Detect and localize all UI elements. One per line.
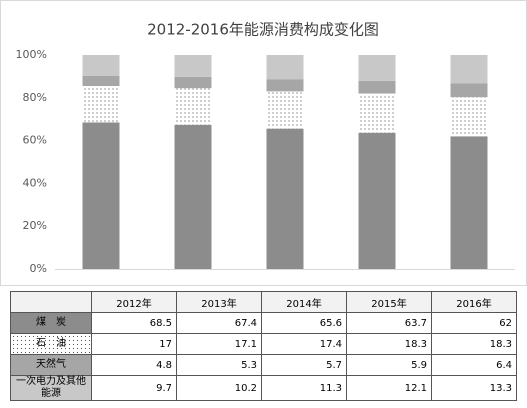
value-cell: 5.7 [261,354,347,376]
bar-segment [174,55,212,77]
value-cell: 6.4 [431,354,517,376]
bar-segment [174,124,212,269]
table-row: 天然气 4.8 5.3 5.7 5.9 6.4 [10,354,517,376]
legend-label: 煤 炭 [10,312,92,334]
column-header: 2014年 [261,291,347,313]
y-tick-label: 60% [23,134,47,147]
bar-segment [266,79,304,92]
value-cell: 63.7 [346,312,432,334]
table-row: 一次电力及其他能源 9.7 10.2 11.3 12.1 13.3 [10,375,517,401]
value-cell: 17.1 [176,333,262,355]
value-cell: 18.3 [431,333,517,355]
value-cell: 9.7 [91,375,177,401]
column-header: 2016年 [431,291,517,313]
bar-segment [266,55,304,80]
column-header: 2013年 [176,291,262,313]
chart-title: 2012-2016年能源消费构成变化图 [147,21,379,39]
y-tick-label: 40% [23,176,47,189]
value-cell: 11.3 [261,375,347,401]
chart-frame [0,0,527,286]
value-cell: 10.2 [176,375,262,401]
bar-segment [358,93,396,133]
table-row: 石 油 17 17.1 17.4 18.3 18.3 [10,333,517,355]
bar-segment [450,136,488,269]
bar-segment [266,128,304,269]
table-row: 2012年 2013年 2014年 2015年 2016年 [10,291,517,313]
bar-segment [450,55,488,84]
bar-segment [266,91,304,129]
value-cell: 5.3 [176,354,262,376]
bar-segment [358,55,396,81]
value-cell: 18.3 [346,333,432,355]
bar-segment [174,76,212,89]
corner-cell [10,291,92,313]
bar-segment [82,55,120,76]
column-header: 2015年 [346,291,432,313]
y-tick-label: 0% [30,262,47,275]
value-cell: 67.4 [176,312,262,334]
value-cell: 13.3 [431,375,517,401]
data-table: 2012年 2013年 2014年 2015年 2016年煤 炭 68.5 67.4 65.6… [10,291,517,401]
chart: 2012-2016年能源消费构成变化图 0% 20% 40% 60% 80% 100% [0,0,527,286]
value-cell: 65.6 [261,312,347,334]
value-cell: 17.4 [261,333,347,355]
value-cell: 62 [431,312,517,334]
table-row: 煤 炭 68.5 67.4 65.6 63.7 62 [10,312,517,334]
bar-segment [358,132,396,269]
legend-label: 石 油 [10,333,92,355]
bar-segment [174,88,212,125]
value-cell: 12.1 [346,375,432,401]
bar-segment [450,97,488,137]
y-tick-label: 20% [23,219,47,232]
y-tick-label: 80% [23,91,47,104]
legend-label: 一次电力及其他能源 [10,375,92,401]
column-header: 2012年 [91,291,177,313]
bar-segment [82,122,120,269]
y-tick-label: 100% [16,48,47,61]
bar-segment [450,83,488,98]
value-cell: 17 [91,333,177,355]
value-cell: 4.8 [91,354,177,376]
bar-segment [82,86,120,123]
value-cell: 68.5 [91,312,177,334]
bar-segment [82,75,120,87]
bar-segment [358,80,396,94]
legend-label: 天然气 [10,354,92,376]
value-cell: 5.9 [346,354,432,376]
